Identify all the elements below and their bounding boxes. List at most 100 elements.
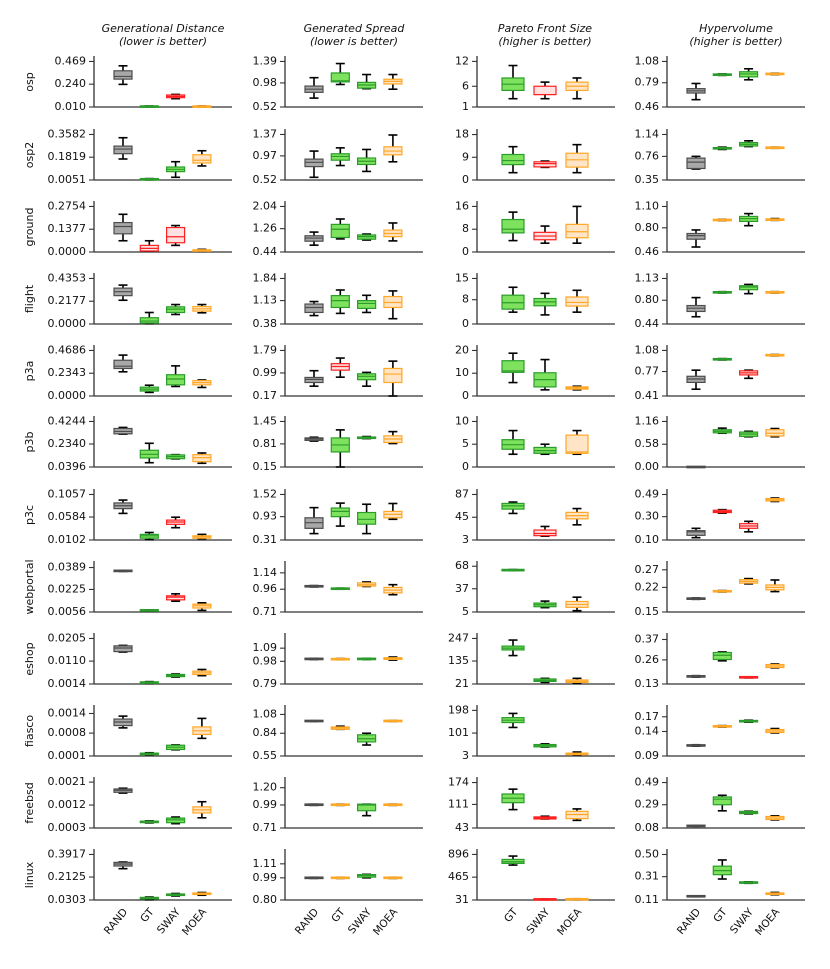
y-tick-label: 15 (455, 271, 469, 284)
box-rand (113, 136, 133, 160)
x-tick-label: RAND (675, 906, 703, 937)
y-tick-label: 0.96 (253, 582, 278, 595)
box-gt (501, 639, 525, 657)
box-rand (304, 300, 324, 317)
panel: 0.0000 0.2343 0.4686 (48, 343, 232, 402)
x-tick-label: RAND (102, 906, 130, 937)
iqr-box (166, 595, 186, 601)
y-tick-label: 1.39 (253, 54, 278, 67)
panel: 0 5 10 (455, 414, 615, 473)
box-sway (533, 225, 557, 244)
y-tick-label: 3 (462, 749, 469, 762)
iqr-box (330, 72, 350, 83)
y-tick-label: 0.93 (253, 510, 278, 523)
box-gt (330, 502, 350, 527)
y-tick-label: 45 (455, 510, 469, 523)
y-tick-label: 43 (455, 821, 469, 834)
column-subtitle: (higher is better) (498, 35, 591, 48)
box-moea (565, 596, 589, 612)
box-rand (113, 787, 133, 794)
box-moea (383, 290, 403, 320)
box-rand (304, 436, 324, 442)
y-tick-label: 0.0389 (48, 561, 87, 574)
y-tick-label: 0.71 (253, 821, 278, 834)
y-tick-label: 87 (455, 487, 469, 500)
column-title: Hypervolume (699, 22, 773, 35)
box-sway (166, 744, 186, 751)
y-tick-label: 0.49 (635, 487, 660, 500)
panel: 0 9 18 (455, 128, 615, 186)
box-sway (357, 233, 377, 241)
y-tick-label: 5 (462, 605, 469, 618)
row-label: freebsd (23, 782, 36, 823)
panel: 0.71 0.99 1.20 (253, 777, 423, 834)
iqr-box (330, 223, 350, 239)
box-gt (501, 788, 525, 811)
y-tick-label: 0.0014 (48, 677, 87, 690)
row-label: p3c (23, 505, 36, 525)
y-tick-label: 8 (462, 222, 469, 235)
y-tick-label: 0.17 (635, 710, 660, 723)
box-moea (383, 360, 403, 397)
y-tick-label: 0.0584 (48, 510, 87, 523)
panel: 0.0014 0.0110 0.0205 (48, 631, 232, 690)
y-tick-label: 0 (462, 173, 469, 186)
y-tick-label: 10 (455, 366, 469, 379)
y-tick-label: 1.52 (253, 487, 278, 500)
x-tick-label: GT (138, 906, 157, 925)
y-tick-label: 0.79 (635, 76, 660, 89)
box-sway (533, 525, 557, 538)
box-gt (139, 751, 159, 756)
y-tick-label: 0.14 (635, 724, 660, 737)
box-gt (139, 105, 159, 108)
box-moea (383, 656, 403, 661)
y-tick-label: 68 (455, 559, 469, 572)
x-tick-label: MOEA (180, 906, 210, 938)
box-gt (330, 725, 350, 731)
iqr-box (501, 360, 525, 373)
box-moea (565, 808, 589, 822)
box-rand (686, 527, 706, 539)
box-gt (330, 587, 350, 591)
box-sway (357, 657, 377, 661)
y-tick-label: 0.84 (253, 726, 278, 739)
column-subtitle: (higher is better) (689, 35, 782, 48)
box-moea (192, 248, 212, 253)
panel: 0.52 0.97 1.37 (253, 127, 423, 186)
iqr-box (383, 367, 403, 384)
box-sway (738, 369, 759, 380)
y-tick-label: 0.27 (635, 563, 660, 576)
y-tick-label: 0 (462, 460, 469, 473)
y-tick-label: 0.2343 (48, 366, 87, 379)
box-gt (330, 357, 350, 378)
y-tick-label: 0.0056 (48, 605, 87, 618)
box-moea (192, 452, 212, 465)
box-sway (738, 675, 759, 679)
y-tick-label: 0.29 (635, 798, 660, 811)
box-sway (357, 294, 377, 314)
box-gt (330, 289, 350, 315)
box-gt (501, 286, 525, 313)
box-moea (565, 507, 589, 526)
box-sway (533, 898, 557, 901)
y-tick-label: 1.08 (635, 54, 660, 67)
column-title: Generated Spread (304, 22, 406, 35)
panel: 3 45 87 (455, 487, 615, 546)
y-tick-label: 896 (448, 847, 469, 860)
y-tick-label: 0.26 (635, 653, 660, 666)
panel: 0.09 0.140.17 (635, 705, 805, 762)
box-gt (139, 442, 159, 464)
y-tick-label: 0.0396 (48, 460, 87, 473)
box-sway (738, 140, 759, 148)
y-tick-label: 8 (462, 293, 469, 306)
panel: 0.13 0.26 0.37 (635, 632, 805, 690)
y-tick-label: 247 (448, 631, 469, 644)
y-tick-label: 0.97 (253, 149, 278, 162)
iqr-box (501, 294, 525, 310)
row-label: osp (23, 72, 36, 91)
box-gt (330, 218, 350, 240)
x-tick-label: RAND (293, 906, 321, 937)
box-rand (304, 584, 324, 588)
iqr-box (330, 295, 350, 309)
